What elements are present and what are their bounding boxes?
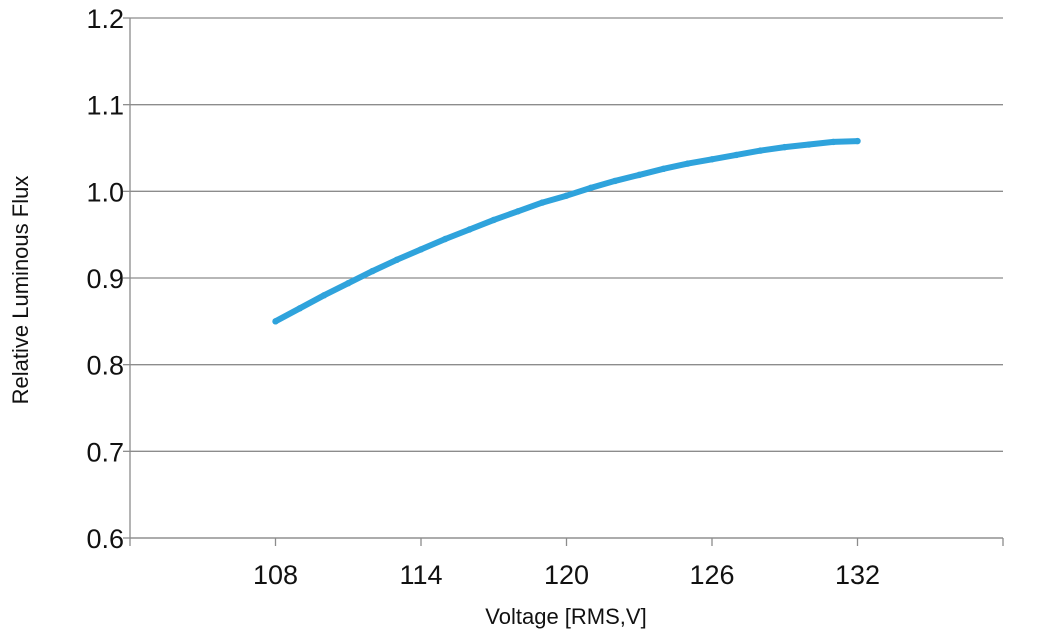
y-tick-label: 0.9 <box>86 264 124 294</box>
tick-labels: 0.6 0.7 0.8 0.9 1.0 1.1 1.2 108 114 120 126 132 <box>86 4 880 590</box>
data-point <box>369 267 376 275</box>
data-point <box>757 147 764 154</box>
y-tick-label: 0.8 <box>86 351 124 381</box>
x-axis-title: Voltage [RMS,V] <box>485 604 646 629</box>
data-point <box>442 235 449 243</box>
data-point <box>466 226 473 233</box>
y-tick-label: 0.7 <box>86 437 124 467</box>
data-point <box>587 184 594 192</box>
data-point <box>563 192 570 199</box>
data-point <box>490 216 497 224</box>
y-tick-label: 1.2 <box>86 4 124 34</box>
data-point <box>781 143 788 151</box>
data-point <box>854 137 861 145</box>
data-point <box>539 199 546 206</box>
y-axis-title: Relative Luminous Flux <box>8 176 33 405</box>
data-point <box>296 305 303 312</box>
x-tick-label: 114 <box>399 560 442 590</box>
data-point <box>636 171 643 179</box>
data-point <box>611 177 619 185</box>
y-tick-label: 1.0 <box>86 177 124 207</box>
data-point <box>320 292 328 299</box>
data-point <box>708 156 716 163</box>
series-line <box>272 138 861 325</box>
series <box>272 137 861 325</box>
data-point <box>684 160 691 167</box>
data-point <box>272 318 279 325</box>
data-point <box>733 151 740 159</box>
x-tick-label: 126 <box>689 560 734 590</box>
y-tick-label: 0.6 <box>86 524 124 554</box>
data-point <box>514 208 522 215</box>
data-point <box>830 138 837 146</box>
x-tick-label: 132 <box>835 560 880 590</box>
x-tick-label: 108 <box>253 560 298 590</box>
data-point <box>805 141 813 148</box>
axes <box>123 17 1004 546</box>
y-tick-label: 1.1 <box>86 91 124 121</box>
gridlines <box>130 17 1003 539</box>
data-point <box>417 246 425 253</box>
data-point <box>393 256 400 263</box>
data-point <box>345 280 352 287</box>
data-point <box>660 165 667 172</box>
x-tick-label: 120 <box>544 560 589 590</box>
